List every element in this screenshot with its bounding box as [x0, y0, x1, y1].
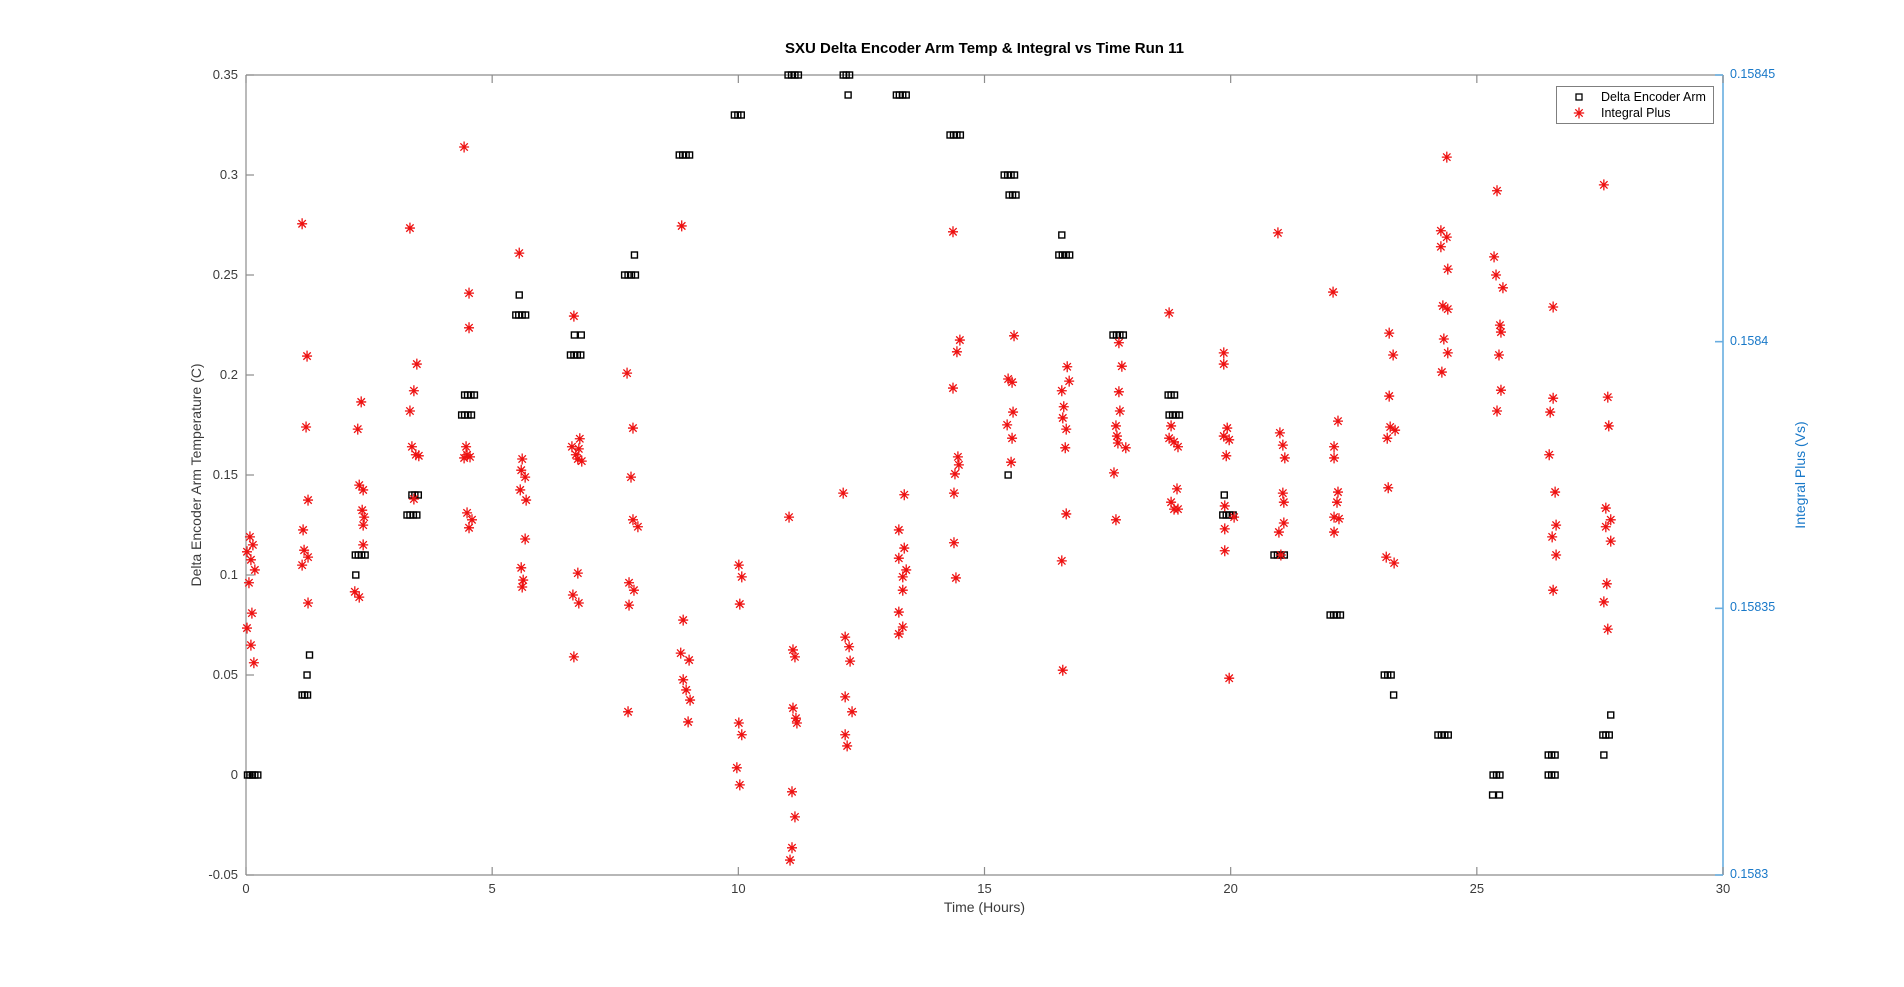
x-tick-label: 5 [488, 881, 496, 896]
x-axis-label: Time (Hours) [943, 899, 1026, 915]
square-marker [1220, 491, 1228, 499]
square-marker [1607, 711, 1615, 719]
square-marker [521, 311, 530, 319]
square-marker [627, 271, 636, 279]
x-tick-label: 0 [242, 881, 250, 896]
square-marker [844, 91, 852, 99]
square-marker [1600, 751, 1608, 759]
square-marker [1495, 791, 1504, 799]
legend-label-delta-encoder-arm: Delta Encoder Arm [1601, 90, 1706, 104]
square-marker [1175, 411, 1184, 419]
y-right-axis-label: Integral Plus (Vs) [1792, 421, 1808, 529]
y-left-tick-label: 0.3 [219, 167, 238, 182]
square-marker [1058, 231, 1066, 239]
square-marker [1389, 691, 1398, 699]
legend[interactable]: Delta Encoder Arm Integral Plus [1556, 86, 1714, 124]
y-left-tick-label: 0.1 [219, 567, 238, 582]
square-marker [685, 151, 694, 159]
square-marker [1170, 391, 1179, 399]
square-marker [1605, 731, 1613, 739]
square-marker [470, 391, 479, 399]
square-marker [570, 331, 579, 339]
square-marker [1551, 751, 1559, 759]
open-square-marker-icon [1557, 91, 1601, 103]
y-left-tick-label: 0.2 [219, 367, 238, 382]
x-tick-label: 20 [1223, 881, 1238, 896]
x-tick-label: 30 [1715, 881, 1731, 896]
square-marker [467, 411, 476, 419]
square-marker [630, 251, 639, 259]
square-marker [361, 551, 369, 559]
square-marker [305, 651, 314, 659]
y-left-tick-label: 0.25 [212, 267, 238, 282]
square-marker [414, 491, 423, 499]
square-marker [1496, 771, 1504, 779]
y-left-tick-label: 0 [230, 767, 238, 782]
square-marker [352, 571, 360, 579]
square-marker [303, 671, 311, 679]
square-marker [254, 771, 262, 779]
square-marker [1336, 611, 1345, 619]
legend-item-delta-encoder-arm[interactable]: Delta Encoder Arm [1557, 89, 1713, 105]
y-right-tick-label: 0.1584 [1730, 333, 1769, 348]
square-marker [413, 511, 421, 519]
square-marker [1012, 191, 1020, 199]
square-marker [1387, 671, 1395, 679]
y-left-tick-label: 0.05 [212, 667, 238, 682]
y-left-tick-label: 0.15 [212, 467, 238, 482]
square-marker [1444, 731, 1452, 739]
legend-item-integral-plus[interactable]: Integral Plus [1557, 105, 1713, 121]
square-marker [956, 131, 965, 139]
square-marker [303, 691, 312, 699]
square-marker [902, 91, 910, 99]
chart-title: SXU Delta Encoder Arm Temp & Integral vs… [784, 40, 1184, 57]
x-tick-label: 25 [1469, 881, 1485, 896]
square-marker [845, 71, 854, 79]
x-tick-label: 15 [977, 881, 992, 896]
square-marker [515, 291, 523, 299]
square-marker [1119, 331, 1128, 339]
asterisk-marker-icon [1557, 106, 1601, 120]
square-marker [1065, 251, 1074, 259]
y-right-tick-label: 0.15845 [1730, 67, 1776, 81]
square-marker [1058, 251, 1066, 259]
square-marker [631, 271, 640, 279]
square-marker [1004, 471, 1012, 479]
square-marker [577, 331, 585, 339]
square-marker [737, 111, 745, 119]
square-marker [577, 351, 585, 359]
x-tick-label: 10 [731, 881, 746, 896]
square-marker [794, 71, 803, 79]
y-left-tick-label: -0.05 [208, 867, 238, 882]
y-right-tick-label: 0.1583 [1730, 867, 1769, 881]
y-right-tick-label: 0.15835 [1730, 600, 1776, 615]
square-marker [1551, 771, 1559, 779]
square-marker [1488, 791, 1497, 799]
y-left-tick-label: 0.35 [212, 67, 238, 82]
legend-label-integral-plus: Integral Plus [1601, 106, 1671, 120]
square-marker [1010, 171, 1019, 179]
